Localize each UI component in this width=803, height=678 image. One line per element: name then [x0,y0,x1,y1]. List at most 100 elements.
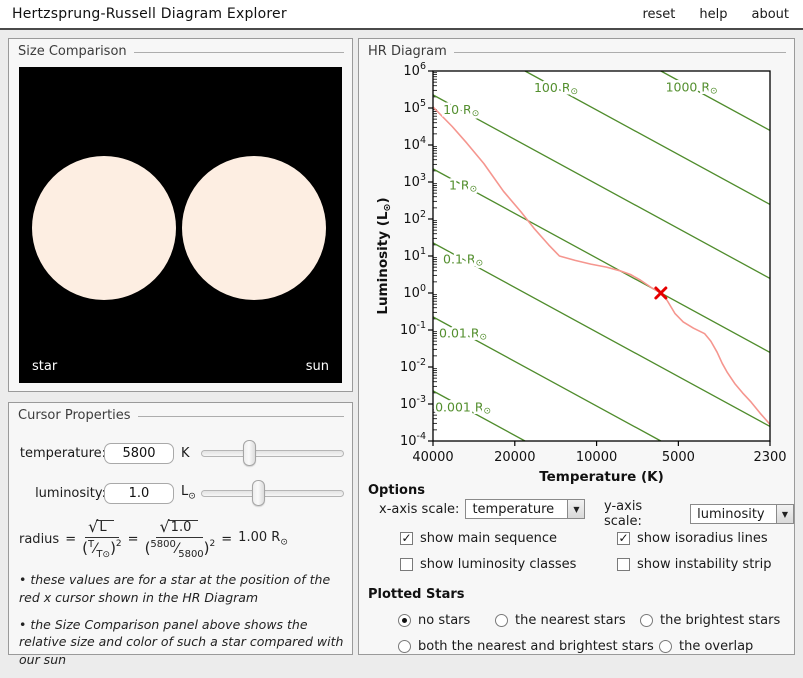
hr-diagram-panel: HR Diagram 106 105 104 103 102 101 100 10-1 10-2… [358,38,795,655]
radius-result: 1.00 R⊙ [238,530,288,548]
plotted-stars-heading: Plotted Stars [368,587,465,602]
cursor-notes: • these values are for a star at the pos… [19,571,347,678]
checkbox-label: show instability strip [637,557,772,572]
temperature-slider[interactable] [201,440,344,466]
radio-nearest-stars[interactable]: the nearest stars [495,613,626,628]
cursor-properties-panel: Cursor Properties temperature: K luminos… [8,402,354,667]
isoradius-line [432,168,771,354]
y-tick-label: 101 [403,246,426,264]
show-main-sequence-checkbox[interactable]: ✓ show main sequence [400,531,557,546]
y-tick-label: 102 [403,209,426,227]
chevron-down-icon[interactable]: ▼ [567,500,585,518]
y-axis-title: Luminosity (L⊙) [375,197,393,314]
luminosity-unit: L⊙ [181,484,196,502]
app-title: Hertzsprung-Russell Diagram Explorer [12,6,287,22]
luminosity-label: luminosity: [35,485,106,501]
x-tick-label: 2300 [753,450,786,465]
cursor-x-marker [654,286,668,300]
show-luminosity-classes-checkbox[interactable]: ✓ show luminosity classes [400,557,576,572]
menu-links: reset help about [642,7,803,22]
star-label: star [32,359,58,374]
star-circle [32,156,176,300]
size-comparison-panel: Size Comparison star sun [8,38,353,392]
checkbox-icon[interactable]: ✓ [400,558,413,571]
checkbox-icon[interactable]: ✓ [400,530,413,545]
show-isoradius-lines-checkbox[interactable]: ✓ show isoradius lines [617,531,768,546]
radio-no-stars[interactable]: no stars [398,613,470,628]
checkbox-label: show isoradius lines [637,531,768,546]
temperature-label: temperature: [19,445,106,461]
hr-plot[interactable]: 106 105 104 103 102 101 100 10-1 10-2 10-3 10-4400… [367,53,791,485]
checkbox-label: show main sequence [420,531,557,546]
y-tick-label: 10-4 [400,431,426,449]
isoradius-line [524,70,771,206]
radio-icon[interactable] [398,640,411,653]
formula-numeric-fraction: √ 1.0 (5800⁄5800)2 [144,516,216,560]
temperature-input[interactable] [104,442,174,464]
title-bar: Hertzsprung-Russell Diagram Explorer res… [0,0,803,30]
note-cursor-position: • these values are for a star at the pos… [19,572,331,605]
x-tick-label: 5000 [662,450,695,465]
radio-label: no stars [418,613,471,628]
y-tick-label: 104 [403,135,426,153]
hr-diagram-title: HR Diagram [359,39,794,59]
y-tick-label: 10-3 [400,394,426,412]
formula-symbolic-fraction: √ L (T⁄T⊙)2 [82,516,122,560]
temperature-unit: K [181,445,190,461]
sun-label: sun [305,359,329,374]
y-tick-label: 10-2 [400,357,426,375]
isoradius-label: 0.01 R⊙ [439,325,487,342]
app-window: Hertzsprung-Russell Diagram Explorer res… [0,0,803,663]
radio-icon[interactable] [659,640,672,653]
size-comparison-title: Size Comparison [9,39,352,59]
sun-circle [182,156,326,300]
y-tick-label: 10-1 [400,320,426,338]
radio-both-nearest-brightest[interactable]: both the nearest and brightest stars [398,639,654,654]
x-axis-scale-select[interactable]: temperature ▼ [465,499,586,519]
checkbox-label: show luminosity classes [420,557,577,572]
y-tick-label: 103 [403,172,426,190]
chevron-down-icon[interactable]: ▼ [776,505,793,523]
temperature-slider-thumb[interactable] [243,440,256,466]
isoradius-label: 0.001 R⊙ [435,399,491,416]
temperature-slider-track[interactable] [201,450,344,457]
radio-icon[interactable] [640,614,653,627]
isoradius-line [660,70,771,132]
luminosity-slider[interactable] [201,480,344,506]
isoradius-line [432,390,526,442]
isoradius-label: 1 R⊙ [449,177,477,194]
help-link[interactable]: help [699,6,728,22]
temperature-row: temperature: K [9,439,354,467]
radio-label: both the nearest and brightest stars [418,639,654,654]
y-tick-label: 105 [403,98,426,116]
x-axis-scale-label: x-axis scale: [379,501,460,517]
options-heading: Options [368,483,425,498]
show-instability-strip-checkbox[interactable]: ✓ show instability strip [617,557,772,572]
luminosity-input[interactable] [104,482,174,504]
x-tick-label: 20000 [494,450,535,465]
radio-brightest-stars[interactable]: the brightest stars [640,613,780,628]
x-tick-label: 10000 [576,450,617,465]
checkbox-icon[interactable]: ✓ [617,558,630,571]
star-comparison-canvas: star sun [19,67,342,383]
y-tick-label: 100 [403,283,426,301]
y-axis-scale-label: y-axis scale: [604,499,643,529]
radio-overlap[interactable]: the overlap [659,639,753,654]
note-size-comparison: • the Size Comparison panel above shows … [19,616,344,668]
y-axis-scale-row: y-axis scale: luminosity ▼ [604,499,794,529]
isoradius-label: 0.1 R⊙ [443,251,483,268]
isoradius-label: 10 R⊙ [443,102,479,119]
radio-icon[interactable] [495,614,508,627]
x-axis-title: Temperature (K) [539,469,664,485]
luminosity-slider-track[interactable] [201,490,344,497]
reset-link[interactable]: reset [642,6,676,22]
isoradius-label: 1000 R⊙ [666,80,718,97]
radio-icon[interactable] [398,614,411,627]
luminosity-slider-thumb[interactable] [252,480,265,506]
checkbox-icon[interactable]: ✓ [617,530,630,545]
radius-formula: radius = √ L (T⁄T⊙)2 = √ 1.0 (5800⁄5800)2 … [19,516,288,560]
main-sequence-curve [432,106,771,425]
y-axis-scale-select[interactable]: luminosity ▼ [690,504,794,524]
x-axis-scale-value: temperature [472,501,555,517]
about-link[interactable]: about [751,6,789,22]
